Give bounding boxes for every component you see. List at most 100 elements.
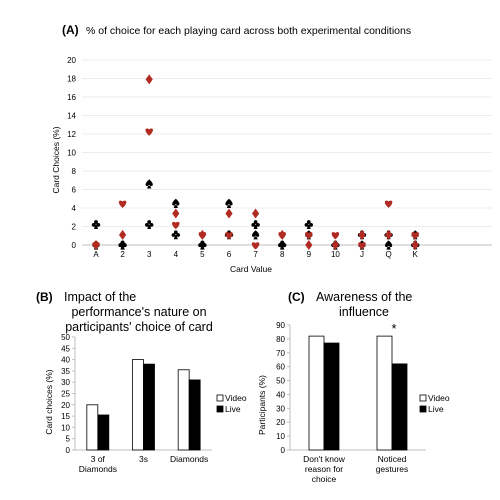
- clubs-stem: [173, 234, 178, 240]
- y-tick-label: 10: [61, 423, 70, 432]
- x-tick-label: 2: [120, 250, 125, 259]
- x-category-label-line: Diamonds: [170, 454, 208, 464]
- legend-swatch-live: [216, 405, 224, 413]
- y-tick-label: 12: [67, 130, 76, 139]
- spades-point: [145, 179, 153, 189]
- hearts-point: [331, 232, 340, 240]
- spades-point: [198, 240, 207, 250]
- y-tick-label: 18: [67, 75, 76, 84]
- spades-point: [225, 198, 233, 208]
- x-category-label-line: choice: [312, 474, 337, 484]
- clubs-lobe-left: [171, 233, 176, 237]
- diamonds-point: [278, 229, 286, 240]
- y-tick-label: 6: [72, 186, 77, 195]
- bar-live: [97, 414, 110, 451]
- y-tick-label: 40: [61, 356, 70, 365]
- x-category-label: 3s: [139, 454, 148, 464]
- y-tick-label: 90: [276, 321, 285, 330]
- diamonds-point: [331, 240, 339, 250]
- diamonds-point: [92, 240, 100, 250]
- x-category-label-line: reason for: [305, 464, 343, 474]
- y-tick-label: 50: [276, 377, 285, 386]
- y-tick-label: 80: [276, 335, 285, 344]
- diamonds-point: [252, 208, 260, 219]
- x-tick-label: J: [360, 250, 364, 259]
- y-tick-label: 30: [61, 378, 70, 387]
- panel-b-label: (B): [36, 290, 53, 304]
- y-tick-label: 70: [276, 349, 285, 358]
- clubs-point: [171, 230, 181, 240]
- y-tick-label: 35: [61, 367, 70, 376]
- y-tick-label: 15: [61, 412, 70, 421]
- panel-b-title-line-2: performance's nature on: [71, 305, 206, 319]
- bar-video: [177, 369, 190, 451]
- legend-swatch-live: [419, 405, 427, 413]
- clubs-stem: [253, 224, 258, 230]
- y-tick-label: 0: [281, 446, 286, 455]
- panel-b-title-line-1: Impact of the: [64, 290, 136, 304]
- clubs-lobe-left: [91, 222, 96, 227]
- x-category-label-line: Don't know: [303, 454, 346, 464]
- y-tick-label: 10: [67, 149, 76, 158]
- x-category-label: 3 of Diamonds: [79, 454, 117, 474]
- hearts-point: [384, 200, 393, 208]
- legend-label-video: Video: [428, 393, 450, 403]
- y-tick-label: 10: [276, 432, 285, 441]
- clubs-stem: [147, 224, 152, 230]
- x-tick-label: 5: [200, 250, 205, 259]
- x-tick-label: Q: [385, 250, 391, 259]
- hearts-point: [411, 232, 419, 240]
- y-tick-label: 25: [61, 390, 70, 399]
- diamonds-point: [145, 74, 153, 85]
- panel-a-label: (A): [62, 23, 79, 37]
- bar-live: [391, 363, 408, 451]
- x-category-label-line: Noticed: [378, 454, 407, 464]
- spades-point: [384, 240, 393, 250]
- x-tick-label: 6: [227, 250, 232, 259]
- clubs-point: [251, 220, 260, 230]
- panel-a-xlabel: Card Value: [230, 264, 272, 274]
- clubs-lobe-right: [176, 233, 181, 237]
- spades-point: [118, 240, 127, 250]
- x-tick-label: A: [93, 250, 99, 259]
- x-category-label: Diamonds: [170, 454, 208, 464]
- bar-video: [308, 335, 325, 451]
- panel-c-axes: 0 10 20 30 40 50 60 70 80 90 Don't know reason for c…: [276, 321, 426, 484]
- x-category-label-line: 3s: [139, 454, 148, 464]
- legend-swatch-video: [419, 394, 427, 402]
- diamonds-point: [225, 208, 233, 219]
- diamonds-point: [411, 240, 419, 250]
- x-tick-label: 9: [307, 250, 312, 259]
- diamonds-point: [198, 229, 206, 240]
- hearts-point: [251, 242, 260, 250]
- bar-video: [132, 359, 144, 451]
- clubs-point: [304, 220, 313, 230]
- y-tick-label: 40: [276, 390, 285, 399]
- panel-c-bars: *: [308, 321, 408, 451]
- spades-point: [278, 240, 286, 250]
- x-tick-label: 4: [174, 250, 179, 259]
- clubs-lobe-top: [306, 220, 311, 224]
- clubs-lobe-right: [256, 222, 260, 227]
- spades-point: [172, 198, 180, 208]
- clubs-point: [145, 220, 154, 230]
- x-tick-label: 7: [253, 250, 258, 259]
- hearts-point: [145, 128, 153, 136]
- hearts-point: [172, 221, 180, 230]
- x-category-label: Noticed gestures: [376, 454, 409, 474]
- hearts-point: [305, 232, 313, 240]
- panel-c-title-line-2: influence: [339, 305, 389, 319]
- hearts-point: [225, 232, 233, 240]
- clubs-stem: [94, 224, 98, 230]
- significance-marker: *: [391, 321, 396, 336]
- panel-a-chart: (A) % of choice for each playing card ac…: [51, 23, 492, 274]
- bar-video: [376, 335, 393, 451]
- panel-b-bars: [86, 359, 201, 451]
- clubs-lobe-top: [147, 220, 152, 224]
- y-tick-label: 20: [67, 56, 76, 65]
- diamonds-point: [119, 229, 127, 240]
- panel-a-ylabel: Card Choices (%): [51, 126, 61, 193]
- panel-c-title-line-1: Awareness of the: [316, 290, 412, 304]
- y-tick-label: 4: [72, 204, 77, 213]
- hearts-point: [118, 200, 127, 208]
